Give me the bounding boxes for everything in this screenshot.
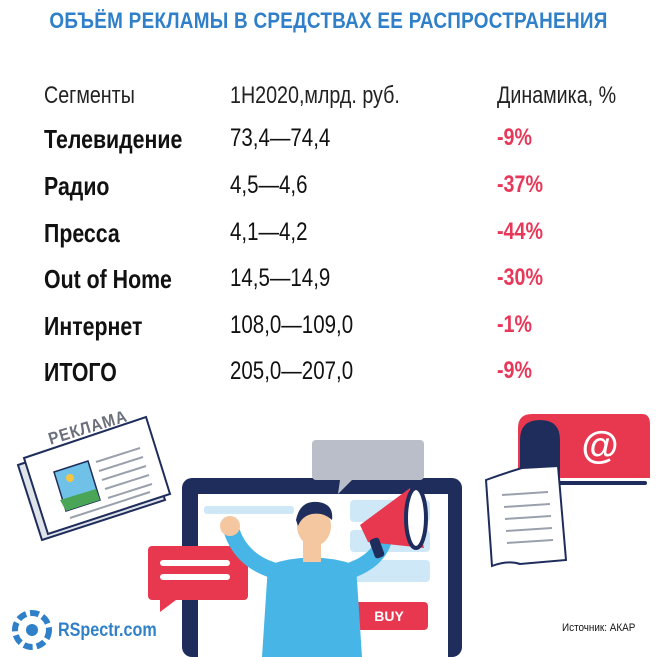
rspectr-logo-icon [12,610,52,650]
table-row: Телевидение 73,4—74,4 -9% [0,124,657,164]
segment-value: 108,0—109,0 [230,311,354,339]
segment-dynamics: -44% [497,218,543,245]
header-segments: Сегменты [44,82,135,109]
advertising-illustration [12,414,650,657]
page-title: ОБЪЁМ РЕКЛАМЫ В СРЕДСТВАХ ЕЕ РАСПРОСТРАН… [49,8,608,33]
table-row: Пресса 4,1—4,2 -44% [0,218,657,258]
table-row-total: ИТОГО 205,0—207,0 -9% [0,357,657,397]
segment-dynamics: -9% [497,357,533,384]
segment-value: 14,5—14,9 [230,264,331,292]
segment-value: 4,1—4,2 [230,218,308,246]
segment-dynamics: -37% [497,171,543,198]
person-with-megaphone-icon [220,486,428,657]
segment-dynamics: -30% [497,264,543,291]
segment-value: 73,4—74,4 [230,124,331,152]
speech-bubble-icon [148,440,424,612]
buy-button-label: BUY [374,608,404,624]
segment-name: Телевидение [44,124,183,154]
segment-name: Радио [44,171,110,201]
table-row: Интернет 108,0—109,0 -1% [0,311,657,351]
at-sign-label: @ [581,425,619,467]
mailbox-icon [484,414,650,568]
segment-name: ИТОГО [44,357,117,387]
segment-dynamics: -9% [497,124,533,151]
segment-name: Интернет [44,311,143,341]
segment-value: 4,5—4,6 [230,171,308,199]
table-header: Сегменты 1H2020,млрд. руб. Динамика, % [0,82,657,122]
source-note: Источник: АКАР [562,622,636,634]
logo-text: RSpectr.com [58,620,157,641]
segment-dynamics: -1% [497,311,533,338]
header-dynamics: Динамика, % [497,82,617,109]
segment-name: Пресса [44,218,120,248]
segment-value: 205,0—207,0 [230,357,354,385]
table-row: Радио 4,5—4,6 -37% [0,171,657,211]
segment-name: Out of Home [44,264,172,294]
newspaper-icon [16,415,172,542]
header-volume: 1H2020,млрд. руб. [230,82,400,109]
table-row: Out of Home 14,5—14,9 -30% [0,264,657,304]
